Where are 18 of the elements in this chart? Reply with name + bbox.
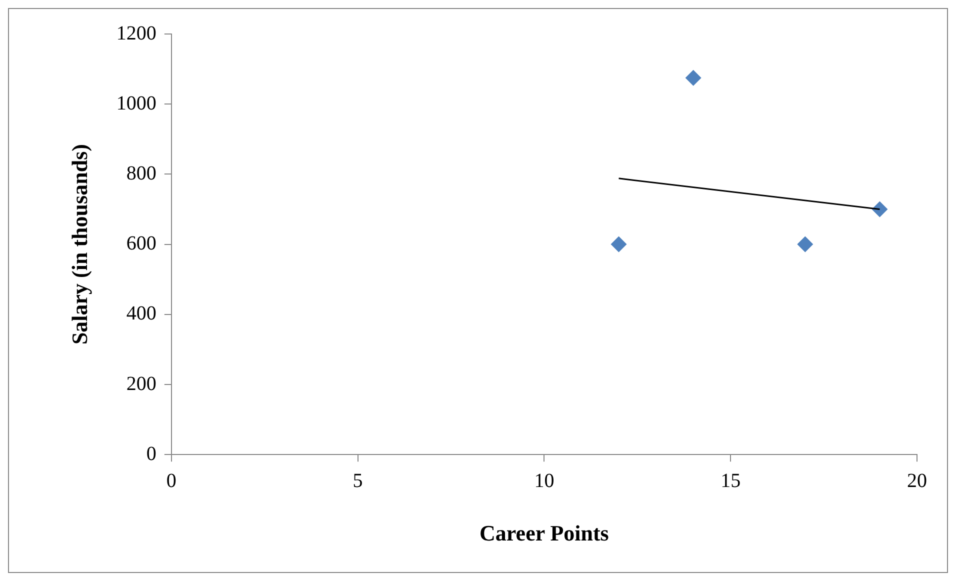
- y-tick-label: 1200: [116, 22, 156, 44]
- point: [872, 201, 888, 218]
- point: [685, 70, 702, 86]
- x-tick-label: 5: [352, 470, 363, 492]
- y-tick-label: 1000: [116, 92, 156, 114]
- y-tick-label: 200: [126, 372, 156, 395]
- x-tick-label: 10: [534, 470, 554, 492]
- y-tick-label: 400: [126, 302, 156, 325]
- x-tick-label: 15: [720, 470, 741, 492]
- point: [797, 236, 814, 252]
- point: [610, 236, 627, 252]
- y-tick-label: 600: [126, 232, 156, 255]
- y-tick-label: 800: [126, 162, 156, 184]
- y-tick-label: 0: [146, 442, 156, 465]
- y-axis-title: Salary (in thousands): [66, 144, 92, 345]
- x-tick-label: 0: [166, 470, 176, 492]
- x-axis-title: Career Points: [480, 520, 610, 546]
- x-tick-label: 20: [907, 470, 927, 492]
